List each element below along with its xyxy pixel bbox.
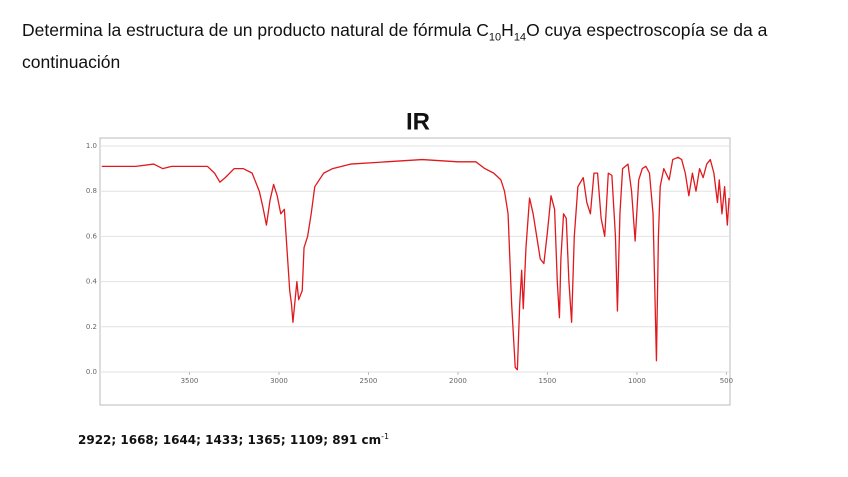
heading: Determina la estructura de un producto n… (22, 18, 822, 74)
x-tick-label: 2000 (449, 377, 467, 385)
x-tick-label: 500 (720, 377, 733, 385)
y-tick-label: 0.4 (86, 278, 98, 286)
footnote: 2922; 1668; 1644; 1433; 1365; 1109; 891 … (78, 432, 389, 447)
x-tick-label: 3000 (270, 377, 288, 385)
subscript: 14 (513, 31, 527, 44)
plot-frame (99, 137, 731, 406)
y-tick-label: 0.6 (86, 232, 98, 240)
y-tick-label: 0.8 (86, 187, 97, 195)
y-tick-label: 1.0 (86, 142, 97, 150)
x-tick-label: 1500 (539, 377, 557, 385)
heading-text: Determina la estructura de un producto n… (22, 20, 489, 40)
spectrum-line (101, 156, 730, 371)
x-tick-label: 1000 (628, 377, 646, 385)
x-tick-label: 2500 (360, 377, 378, 385)
x-tick-label: 3500 (181, 377, 199, 385)
chart-title: IR (406, 108, 430, 135)
y-tick-label: 0.2 (86, 323, 97, 331)
heading-text: O cuya espectroscopía se da a continuaci… (22, 20, 768, 72)
subscript: 10 (488, 31, 502, 44)
chart: IR 0.0 0.2 0.4 0.6 0.8 1.0 3500 3000 2500 2000 150… (86, 108, 733, 406)
y-tick-label: 0.0 (86, 368, 97, 376)
heading-text: H (501, 20, 514, 40)
superscript: -1 (381, 432, 390, 441)
footnote-text: 2922; 1668; 1644; 1433; 1365; 1109; 891 … (78, 433, 382, 447)
